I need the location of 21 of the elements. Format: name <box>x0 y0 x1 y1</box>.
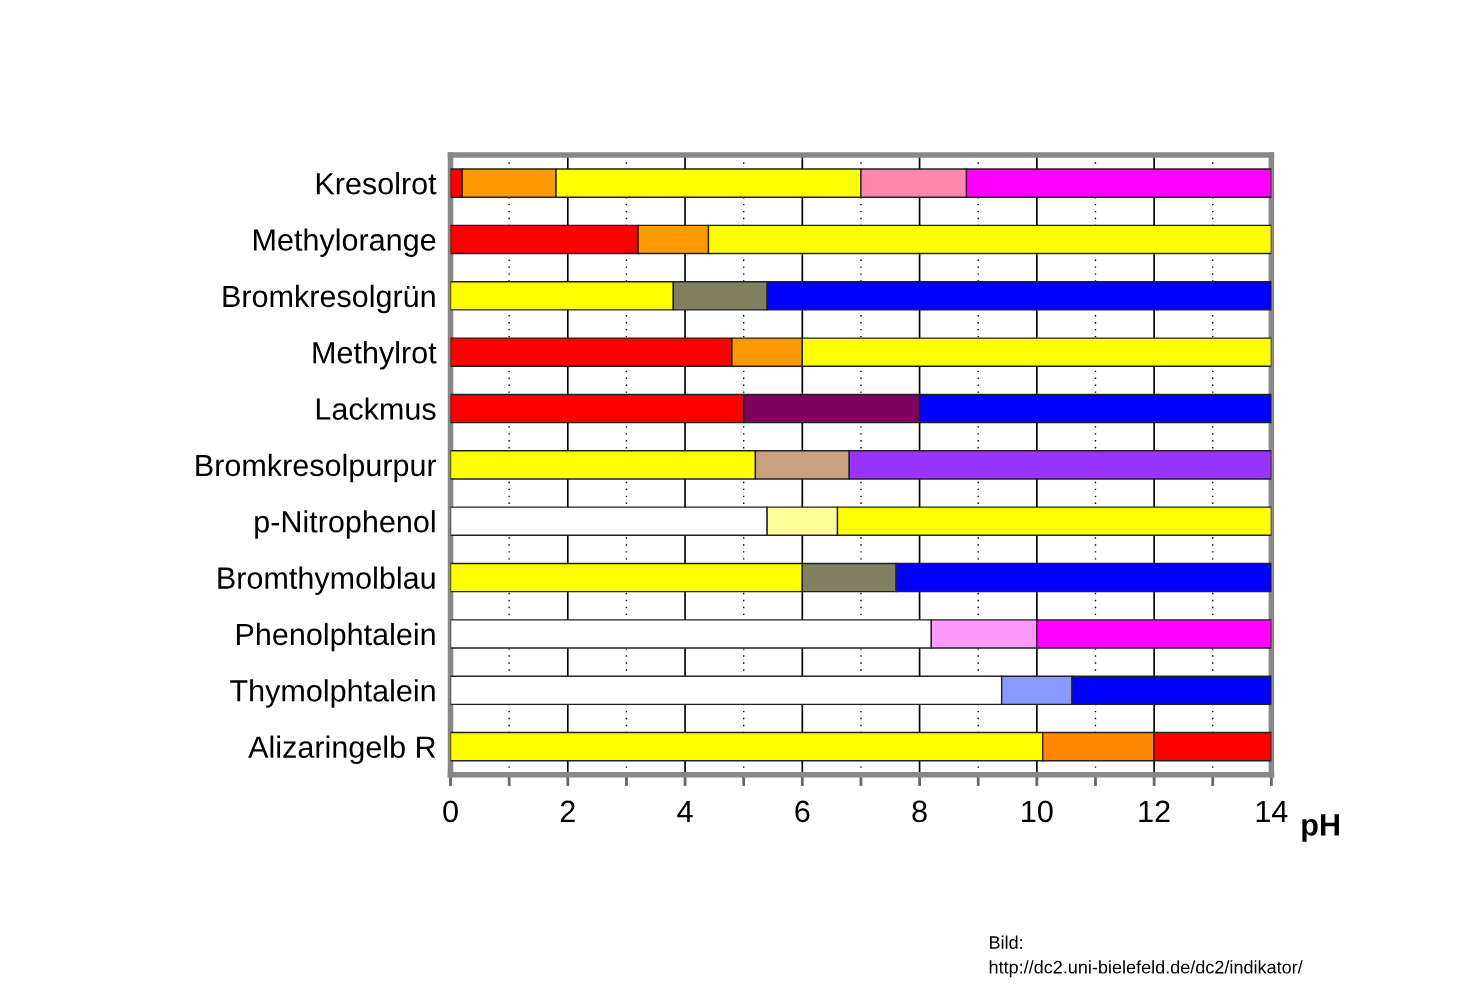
x-tick-label: 8 <box>912 800 927 823</box>
y-tick-label: Phenolphtalein <box>236 622 435 652</box>
x-tick-label: 14 <box>1256 800 1288 822</box>
x-tick-label: 2 <box>560 800 575 822</box>
y-tick-label: Bromkresolgrün <box>223 284 435 314</box>
x-axis-title: pH <box>1302 814 1339 842</box>
x-tick-label: 4 <box>677 800 693 822</box>
y-tick-label: p-Nitrophenol <box>255 510 435 539</box>
y-tick-label: Methylorange <box>254 228 436 257</box>
y-tick-label: Thymolphtalein <box>230 679 435 708</box>
text: Bild: http://dc2.uni-bielefeld.de/dc2/indikator/ <box>989 935 1303 978</box>
x-tick-label: 0 <box>443 800 458 823</box>
x-tick-label: 12 <box>1139 800 1170 822</box>
x-tick-label: 10 <box>1022 800 1053 823</box>
y-tick-label: Bromkresolpurpur <box>196 453 437 483</box>
y-tick-label: Alizaringelb R <box>248 735 436 765</box>
y-tick-label: Kresolrot <box>316 172 437 195</box>
x-tick-label: 6 <box>795 800 810 823</box>
y-tick-label: Bromthymolblau <box>218 566 435 595</box>
y-tick-label: Lackmus <box>316 397 436 420</box>
y-tick-label: Methylrot <box>313 341 437 370</box>
